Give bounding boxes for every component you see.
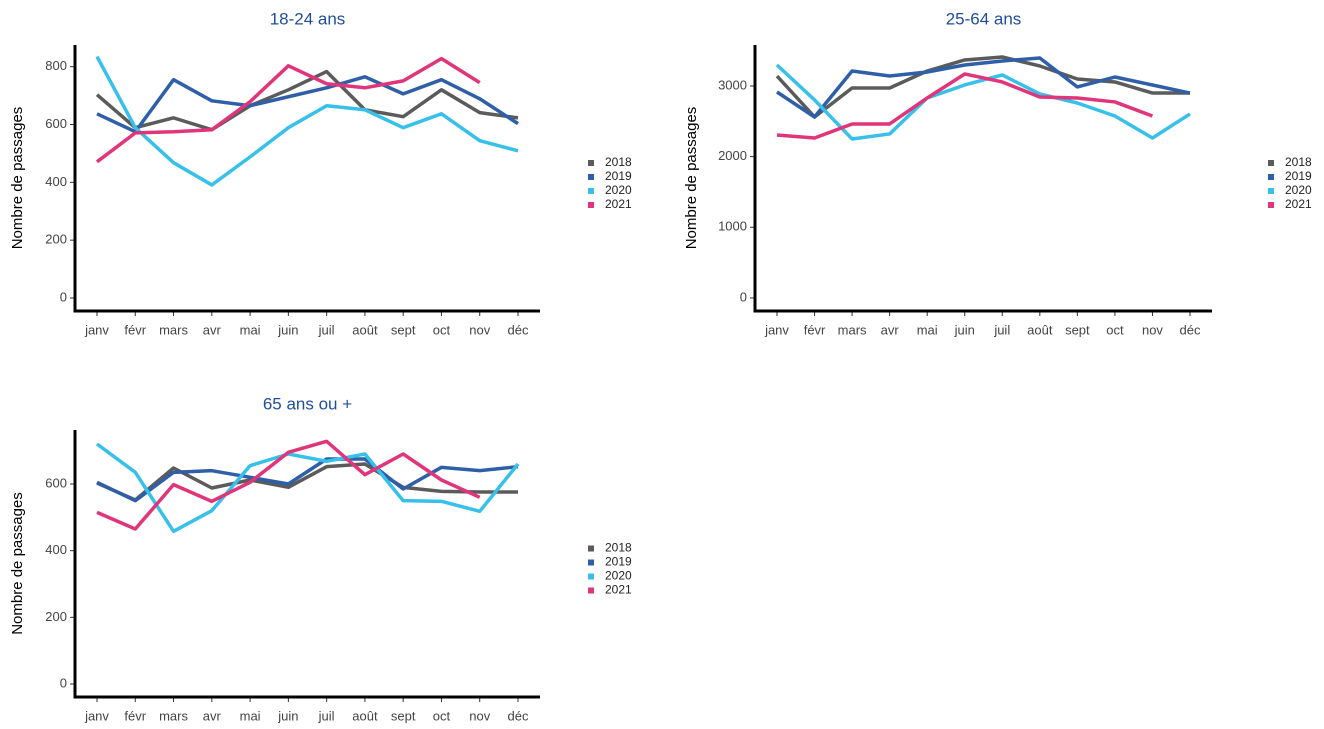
series-line [95,442,520,534]
series-line [776,56,1191,119]
y-tick-label: 0 [60,289,67,304]
legend-label: 2019 [605,169,632,183]
x-tick-label: mars [159,708,188,723]
y-tick-label: 3000 [718,77,747,92]
x-tick-label: mai [240,708,261,723]
legend-label: 2021 [1285,197,1312,211]
x-tick-label: janv [764,322,789,337]
x-tick-label: nov [1142,322,1163,337]
y-tick-label: 400 [45,174,67,189]
chart-title: 25-64 ans [946,9,1022,28]
legend-label: 2020 [605,569,632,583]
legend-label: 2018 [1285,155,1312,169]
x-tick-label: mars [838,322,867,337]
legend-label: 2020 [1285,183,1312,197]
legend-swatch [588,559,594,566]
x-tick-label: avr [881,322,900,337]
x-tick-label: juin [954,322,975,337]
legend-label: 2018 [605,541,632,555]
legend-swatch [588,587,594,594]
x-tick-label: déc [1180,322,1201,337]
y-tick-label: 400 [45,542,67,557]
legend-swatch [588,202,594,208]
x-tick-label: déc [508,322,529,337]
x-tick-label: juil [993,322,1010,337]
x-tick-label: janv [84,708,109,723]
x-tick-label: juin [277,708,298,723]
legend-swatch [588,545,594,552]
x-tick-label: août [1027,322,1053,337]
y-axis-label: Nombre de passages [683,107,700,250]
series-line [96,457,519,503]
x-tick-label: sept [391,322,416,337]
chart-title: 18-24 ans [270,9,346,28]
x-tick-label: oct [433,708,451,723]
x-tick-label: nov [469,708,490,723]
x-tick-label: oct [1106,322,1124,337]
legend-swatch [588,160,594,166]
legend-label: 2020 [605,183,632,197]
series-line [775,55,1190,119]
legend-swatch [1268,188,1274,194]
series-line [95,55,519,187]
legend-swatch [1268,160,1274,166]
legend-label: 2019 [605,555,632,569]
y-axis-label: Nombre de passages [9,107,26,250]
x-tick-label: mai [917,322,938,337]
x-tick-label: juil [318,322,335,337]
legend-swatch [1268,174,1274,180]
x-tick-label: nov [469,322,490,337]
y-tick-label: 200 [45,232,67,247]
x-tick-label: juil [318,708,335,723]
y-tick-label: 0 [60,675,67,690]
series-line [95,56,481,164]
y-tick-label: 600 [45,116,67,131]
x-tick-label: févr [804,322,826,337]
x-tick-label: janv [84,322,109,337]
legend-swatch [588,188,594,194]
series-line [96,462,518,502]
x-tick-label: oct [433,322,451,337]
y-tick-label: 800 [45,58,67,73]
series-line [776,72,1154,140]
series-line [96,439,481,531]
x-tick-label: août [352,708,378,723]
legend-label: 2018 [605,155,632,169]
x-tick-label: févr [124,322,146,337]
legend-swatch [588,573,594,580]
x-tick-label: mars [159,322,188,337]
x-tick-label: mai [240,322,261,337]
x-tick-label: juin [277,322,298,337]
legend-label: 2021 [605,583,632,597]
y-tick-label: 2000 [718,148,747,163]
y-tick-label: 200 [45,609,67,624]
x-tick-label: août [352,322,378,337]
y-tick-label: 0 [740,289,747,304]
y-tick-label: 1000 [718,219,747,234]
x-tick-label: sept [391,708,416,723]
x-tick-label: sept [1065,322,1090,337]
x-tick-label: déc [508,708,529,723]
chart-title: 65 ans ou + [263,394,352,413]
legend-label: 2021 [605,197,632,211]
y-axis-label: Nombre de passages [9,492,26,635]
x-tick-label: févr [124,708,146,723]
series-line [95,69,519,132]
legend-swatch [1268,202,1274,208]
y-tick-label: 600 [45,475,67,490]
legend-label: 2019 [1285,169,1312,183]
series-line [96,75,519,134]
x-tick-label: avr [203,322,222,337]
legend-swatch [588,174,594,180]
series-line [775,63,1191,141]
x-tick-label: avr [203,708,222,723]
